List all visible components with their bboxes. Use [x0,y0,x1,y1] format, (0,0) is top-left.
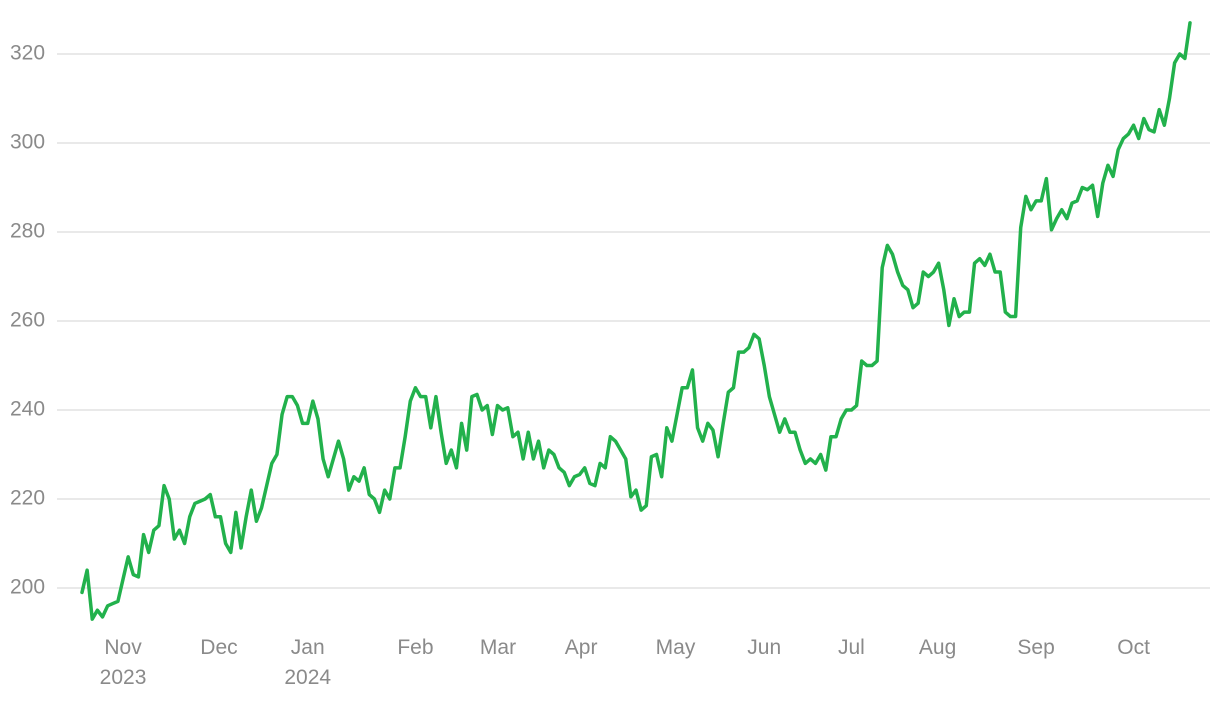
x-tick-label: Dec [200,636,237,659]
x-tick-label: Apr [565,636,598,659]
y-tick-label: 280 [10,220,45,243]
y-tick-label: 200 [10,576,45,599]
x-tick-label: Jul [838,636,865,659]
x-tick-label: Feb [397,636,433,659]
x-tick-label: May [656,636,696,659]
x-tick-label: Sep [1017,636,1054,659]
x-tick-label: Mar [480,636,516,659]
x-tick-label: Oct [1117,636,1150,659]
y-tick-label: 220 [10,487,45,510]
x-tick-label: Jan 2024 [284,636,331,689]
y-tick-label: 260 [10,309,45,332]
x-tick-label: Nov 2023 [100,636,147,689]
y-tick-label: 300 [10,131,45,154]
y-tick-label: 240 [10,398,45,421]
x-tick-label: Jun [747,636,781,659]
line [80,21,1192,621]
y-tick-label: 320 [10,42,45,65]
x-tick-label: Aug [919,636,956,659]
